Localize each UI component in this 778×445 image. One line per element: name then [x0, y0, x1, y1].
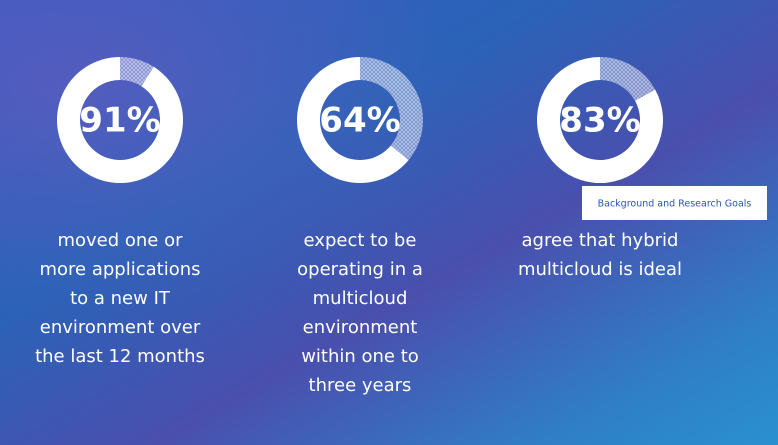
description-line: environment over — [40, 317, 201, 338]
donut-remainder — [120, 57, 154, 87]
button-box[interactable] — [582, 186, 767, 220]
description-line: multicloud — [313, 288, 408, 309]
donut-arc — [537, 57, 664, 183]
description-line: the last 12 months — [35, 346, 205, 367]
description-line: environment — [303, 317, 418, 338]
description-line: to a new IT — [70, 288, 171, 309]
value-label: 83% — [559, 101, 640, 141]
button-label[interactable]: Background and Research Goals — [598, 199, 752, 210]
description-line: within one to — [301, 346, 419, 367]
value-label: 91% — [79, 101, 160, 141]
description-line: expect to be — [304, 230, 417, 251]
donut-remainder — [600, 57, 656, 101]
button[interactable]: Background and Research Goals — [582, 186, 767, 220]
description-line: more applications — [39, 259, 200, 280]
description-line: moved one or — [57, 230, 183, 251]
description-line: agree that hybrid — [522, 230, 679, 251]
description-line: multicloud is ideal — [518, 259, 682, 280]
description-line: three years — [309, 375, 412, 396]
value-label: 64% — [319, 101, 400, 141]
donut-arc — [297, 57, 409, 183]
description-line: operating in a — [297, 259, 423, 280]
donut-arc — [57, 57, 183, 184]
donut-remainder — [360, 57, 424, 161]
